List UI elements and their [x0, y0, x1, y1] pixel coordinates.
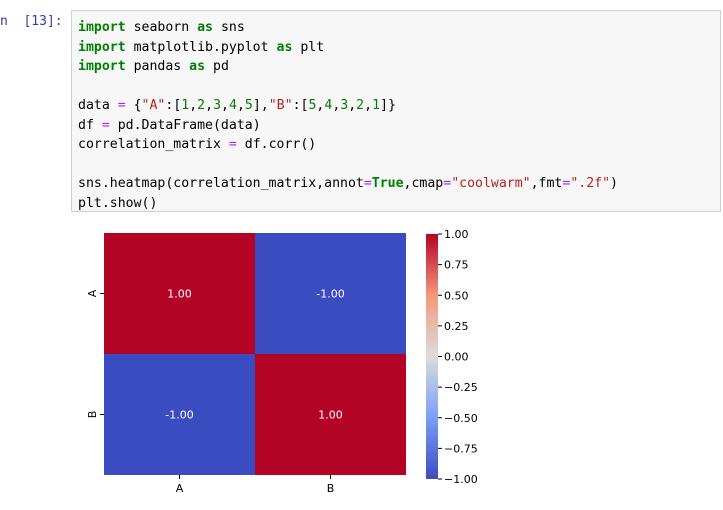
code-line: df = pd.DataFrame(data): [78, 116, 618, 136]
code-token: "coolwarm": [451, 176, 531, 191]
y-tick-label: A: [86, 289, 99, 297]
code-token: seaborn: [125, 20, 198, 35]
code-line: [78, 77, 618, 97]
colorbar-tick-label: −0.75: [444, 442, 478, 455]
code-token: "B": [268, 98, 293, 113]
colorbar-tick-label: −0.50: [444, 412, 478, 425]
x-tick-label: A: [176, 482, 184, 495]
cell-annotation: -1.00: [165, 409, 193, 422]
cell-annotation: -1.00: [316, 288, 344, 301]
code-token: 1: [372, 98, 381, 113]
code-token: 5: [244, 98, 253, 113]
code-token: ".2f": [570, 176, 611, 191]
code-line: import seaborn as sns: [78, 18, 618, 38]
code-token: ,: [332, 98, 341, 113]
code-token: sns.heatmap(correlation_matrix,annot: [78, 176, 364, 191]
code-token: 1: [181, 98, 190, 113]
code-token: matplotlib.pyplot: [125, 39, 277, 55]
code-token: ,: [364, 98, 373, 113]
code-token: 3: [340, 98, 349, 113]
code-editor[interactable]: import seaborn as sns import matplotlib.p…: [78, 18, 618, 213]
colorbar-tick-label: 0.75: [444, 259, 469, 272]
heatmap-cell: [255, 233, 406, 354]
code-line: data = {"A":[1,2,3,4,5],"B":[5,4,3,2,1]}: [78, 96, 618, 116]
code-line: import matplotlib.pyplot as plt: [78, 38, 618, 58]
code-token: ,: [316, 98, 325, 113]
code-token: =: [363, 176, 372, 191]
code-token: =: [101, 117, 110, 133]
heatmap-figure: 1.00 -1.00 -1.00 1.00 A B A B 1.00 0.75 0.50 0.25 0.…: [86, 228, 478, 495]
y-tick-label: B: [86, 411, 99, 419]
code-token: ,: [189, 98, 198, 113]
code-line: [78, 155, 618, 175]
colorbar-tick-label: −0.25: [444, 381, 478, 394]
code-token: =: [562, 176, 571, 191]
code-token: plt.show(): [78, 195, 158, 211]
code-token: ,: [348, 98, 357, 113]
code-token: True: [371, 176, 404, 191]
code-token: pd.DataFrame(data): [109, 117, 261, 133]
code-token: "A": [141, 98, 166, 113]
code-token: :[: [292, 98, 309, 113]
code-token: 2: [356, 98, 365, 113]
heatmap-cell: [255, 354, 406, 475]
code-token: ,fmt: [530, 176, 563, 191]
colorbar-tick-label: 0.00: [444, 351, 469, 364]
code-token: df.corr(): [236, 137, 317, 152]
code-line: plt.show(): [78, 194, 618, 214]
code-token: ,: [236, 98, 245, 113]
code-token: import: [78, 39, 126, 55]
code-token: plt: [292, 39, 325, 55]
code-token: pd: [205, 59, 229, 74]
code-token: 3: [213, 98, 222, 113]
code-token: ,: [221, 98, 229, 113]
code-token: =: [117, 98, 126, 113]
code-token: 5: [308, 98, 317, 113]
code-token: =: [443, 176, 452, 191]
heatmap-cell: [104, 233, 255, 354]
code-line: import pandas as pd: [78, 57, 618, 77]
code-line: sns.heatmap(correlation_matrix,annot=Tru…: [78, 174, 618, 194]
code-token: df: [78, 117, 102, 133]
code-token: ): [610, 176, 618, 191]
code-line: correlation_matrix = df.corr(): [78, 135, 618, 155]
code-token: ],: [252, 98, 269, 113]
code-token: as: [189, 59, 206, 74]
code-token: data: [78, 98, 118, 113]
code-cell-input[interactable]: import seaborn as sns import matplotlib.p…: [71, 10, 721, 212]
cell-prompt: n [13]:: [0, 14, 63, 29]
x-tick-label: B: [327, 482, 335, 495]
code-token: as: [276, 39, 293, 55]
code-token: 4: [324, 98, 333, 113]
colorbar-tick-label: −1.00: [444, 473, 478, 486]
colorbar: [426, 234, 438, 479]
code-token: as: [197, 20, 213, 35]
cell-annotation: 1.00: [318, 409, 343, 422]
colorbar-tick-label: 0.25: [444, 320, 469, 333]
code-token: {: [125, 98, 142, 113]
cell-output: 1.00 -1.00 -1.00 1.00 A B A B 1.00 0.75 0.50 0.25 0.…: [70, 222, 723, 506]
heatmap-cell: [104, 354, 255, 475]
code-token: :[: [165, 98, 182, 113]
code-token: correlation_matrix: [78, 137, 229, 152]
code-token: 2: [197, 98, 206, 113]
cell-annotation: 1.00: [167, 288, 192, 301]
code-token: ,cmap: [403, 176, 444, 191]
code-token: ,: [205, 98, 214, 113]
code-token: 4: [228, 98, 237, 113]
code-token: import: [78, 59, 126, 74]
colorbar-tick-label: 1.00: [444, 228, 469, 241]
code-token: =: [228, 137, 237, 152]
code-token: pandas: [125, 59, 190, 74]
code-token: sns: [213, 20, 245, 35]
code-token: ]}: [380, 98, 396, 113]
colorbar-tick-label: 0.50: [444, 289, 469, 302]
code-token: import: [78, 20, 126, 35]
